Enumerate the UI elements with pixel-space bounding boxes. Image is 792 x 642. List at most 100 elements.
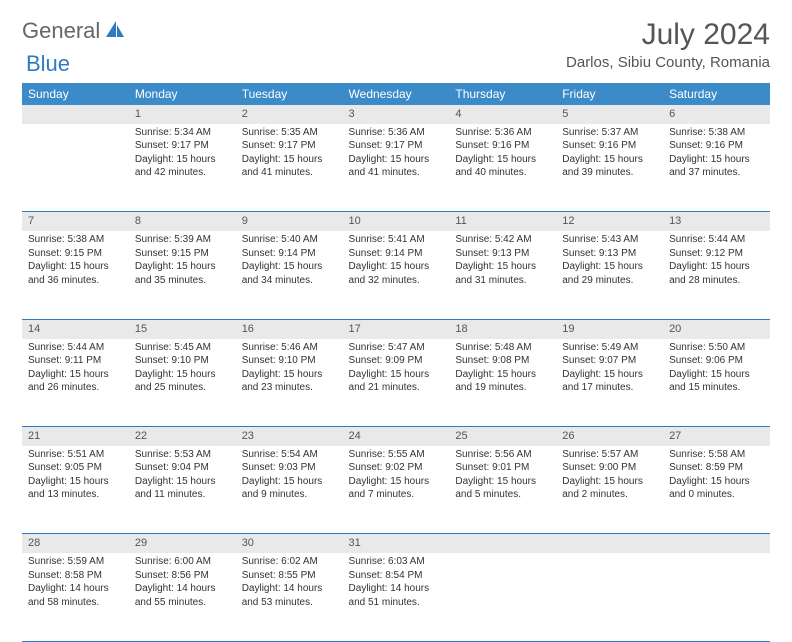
day-number-cell: 27 [663, 427, 770, 446]
day-number-cell: 18 [449, 319, 556, 338]
day-number-cell: 13 [663, 212, 770, 231]
daylight-line: Daylight: 15 hours and 34 minutes. [242, 260, 337, 287]
daylight-line: Daylight: 15 hours and 5 minutes. [455, 475, 550, 502]
day-number-cell: 8 [129, 212, 236, 231]
sunset-line: Sunset: 9:08 PM [455, 354, 550, 368]
weekday-header-row: SundayMondayTuesdayWednesdayThursdayFrid… [22, 83, 770, 105]
day-body-row: Sunrise: 5:44 AMSunset: 9:11 PM Daylight:… [22, 339, 770, 427]
day-body-cell: Sunrise: 5:47 AMSunset: 9:09 PMDaylight:… [343, 339, 450, 427]
day-number-cell: 5 [556, 105, 663, 124]
day-body-cell: Sunrise: 6:03 AMSunset: 8:54 PMDaylight:… [343, 553, 450, 641]
sunrise-line: Sunrise: 5:35 AM [242, 126, 337, 140]
sunset-line: Sunset: 9:14 PM [349, 247, 444, 261]
day-details: Sunrise: 5:35 AMSunset: 9:17 PMDaylight:… [236, 124, 343, 184]
day-body-cell [449, 553, 556, 641]
day-number-cell: 21 [22, 427, 129, 446]
sunrise-line: Sunrise: 5:51 AM [28, 448, 123, 462]
sunset-line: Sunset: 8:59 PM [669, 461, 764, 475]
day-details: Sunrise: 5:38 AMSunset: 9:16 PMDaylight:… [663, 124, 770, 184]
sunset-line: Sunset: 9:11 PM [28, 354, 123, 368]
day-number-cell: 20 [663, 319, 770, 338]
day-details: Sunrise: 5:55 AMSunset: 9:02 PMDaylight:… [343, 446, 450, 506]
sunrise-line: Sunrise: 5:53 AM [135, 448, 230, 462]
daylight-line: Daylight: 15 hours and 23 minutes. [242, 368, 337, 395]
day-details: Sunrise: 5:51 AMSunset: 9:05 PMDaylight:… [22, 446, 129, 506]
daylight-line: Daylight: 15 hours and 32 minutes. [349, 260, 444, 287]
weekday-header: Wednesday [343, 83, 450, 105]
day-body-cell: Sunrise: 6:02 AMSunset: 8:55 PMDaylight:… [236, 553, 343, 641]
sail-icon [104, 19, 126, 44]
sunrise-line: Sunrise: 5:42 AM [455, 233, 550, 247]
day-body-cell: Sunrise: 5:55 AMSunset: 9:02 PMDaylight:… [343, 446, 450, 534]
day-details: Sunrise: 5:57 AMSunset: 9:00 PMDaylight:… [556, 446, 663, 506]
sunset-line: Sunset: 9:10 PM [135, 354, 230, 368]
day-number-cell: 14 [22, 319, 129, 338]
sunrise-line: Sunrise: 5:56 AM [455, 448, 550, 462]
day-details: Sunrise: 5:42 AMSunset: 9:13 PMDaylight:… [449, 231, 556, 291]
day-number-cell: 16 [236, 319, 343, 338]
day-body-cell: Sunrise: 5:41 AMSunset: 9:14 PMDaylight:… [343, 231, 450, 319]
logo: General [22, 18, 128, 44]
day-body-row: Sunrise: 5:51 AMSunset: 9:05 PM Daylight:… [22, 446, 770, 534]
day-number-cell: 15 [129, 319, 236, 338]
day-body-cell [663, 553, 770, 641]
day-body-cell: Sunrise: 5:49 AMSunset: 9:07 PMDaylight:… [556, 339, 663, 427]
sunrise-line: Sunrise: 5:43 AM [562, 233, 657, 247]
logo-text-blue: Blue [26, 51, 70, 77]
daylight-line: Daylight: 14 hours and 53 minutes. [242, 582, 337, 609]
day-body-cell: Sunrise: 5:58 AMSunset: 8:59 PMDaylight:… [663, 446, 770, 534]
daylight-line: Daylight: 15 hours and 41 minutes. [349, 153, 444, 180]
sunset-line: Sunset: 9:17 PM [349, 139, 444, 153]
daylight-line: Daylight: 15 hours and 19 minutes. [455, 368, 550, 395]
day-body-cell: Sunrise: 5:54 AMSunset: 9:03 PMDaylight:… [236, 446, 343, 534]
day-body-cell: Sunrise: 5:45 AMSunset: 9:10 PMDaylight:… [129, 339, 236, 427]
day-number-cell [663, 534, 770, 553]
day-number-cell: 10 [343, 212, 450, 231]
sunset-line: Sunset: 9:00 PM [562, 461, 657, 475]
day-body-cell: Sunrise: 5:36 AMSunset: 9:17 PMDaylight:… [343, 124, 450, 212]
day-details: Sunrise: 5:39 AMSunset: 9:15 PMDaylight:… [129, 231, 236, 291]
daylight-line: Daylight: 15 hours and 40 minutes. [455, 153, 550, 180]
day-details: Sunrise: 5:45 AMSunset: 9:10 PMDaylight:… [129, 339, 236, 399]
day-details: Sunrise: 5:46 AMSunset: 9:10 PMDaylight:… [236, 339, 343, 399]
sunrise-line: Sunrise: 5:38 AM [28, 233, 123, 247]
day-details: Sunrise: 5:34 AMSunset: 9:17 PMDaylight:… [129, 124, 236, 184]
day-details: Sunrise: 5:50 AMSunset: 9:06 PMDaylight:… [663, 339, 770, 399]
day-details: Sunrise: 5:56 AMSunset: 9:01 PMDaylight:… [449, 446, 556, 506]
day-body-cell: Sunrise: 5:51 AMSunset: 9:05 PMDaylight:… [22, 446, 129, 534]
day-body-cell: Sunrise: 5:53 AMSunset: 9:04 PMDaylight:… [129, 446, 236, 534]
day-body-cell: Sunrise: 5:42 AMSunset: 9:13 PMDaylight:… [449, 231, 556, 319]
day-body-cell: Sunrise: 5:40 AMSunset: 9:14 PMDaylight:… [236, 231, 343, 319]
day-body-cell: Sunrise: 5:37 AMSunset: 9:16 PMDaylight:… [556, 124, 663, 212]
day-number-cell: 7 [22, 212, 129, 231]
sunrise-line: Sunrise: 5:46 AM [242, 341, 337, 355]
sunset-line: Sunset: 9:03 PM [242, 461, 337, 475]
sunrise-line: Sunrise: 5:41 AM [349, 233, 444, 247]
day-number-cell: 31 [343, 534, 450, 553]
sunrise-line: Sunrise: 5:49 AM [562, 341, 657, 355]
sunset-line: Sunset: 9:04 PM [135, 461, 230, 475]
day-number-row: 28293031 [22, 534, 770, 553]
sunset-line: Sunset: 9:05 PM [28, 461, 123, 475]
day-body-cell: Sunrise: 5:38 AMSunset: 9:16 PMDaylight:… [663, 124, 770, 212]
sunrise-line: Sunrise: 5:44 AM [28, 341, 123, 355]
sunset-line: Sunset: 9:13 PM [562, 247, 657, 261]
sunset-line: Sunset: 9:17 PM [242, 139, 337, 153]
daylight-line: Daylight: 15 hours and 7 minutes. [349, 475, 444, 502]
sunset-line: Sunset: 9:12 PM [669, 247, 764, 261]
day-number-cell: 26 [556, 427, 663, 446]
day-details: Sunrise: 5:41 AMSunset: 9:14 PMDaylight:… [343, 231, 450, 291]
day-details: Sunrise: 5:47 AMSunset: 9:09 PMDaylight:… [343, 339, 450, 399]
day-details: Sunrise: 5:43 AMSunset: 9:13 PMDaylight:… [556, 231, 663, 291]
sunrise-line: Sunrise: 5:36 AM [455, 126, 550, 140]
sunset-line: Sunset: 9:16 PM [455, 139, 550, 153]
day-body-cell [556, 553, 663, 641]
daylight-line: Daylight: 15 hours and 15 minutes. [669, 368, 764, 395]
day-body-cell: Sunrise: 5:59 AMSunset: 8:58 PMDaylight:… [22, 553, 129, 641]
day-number-cell: 30 [236, 534, 343, 553]
day-body-cell: Sunrise: 5:46 AMSunset: 9:10 PMDaylight:… [236, 339, 343, 427]
weekday-header: Sunday [22, 83, 129, 105]
day-body-cell: Sunrise: 5:34 AMSunset: 9:17 PMDaylight:… [129, 124, 236, 212]
day-details: Sunrise: 5:36 AMSunset: 9:17 PMDaylight:… [343, 124, 450, 184]
day-number-cell: 19 [556, 319, 663, 338]
